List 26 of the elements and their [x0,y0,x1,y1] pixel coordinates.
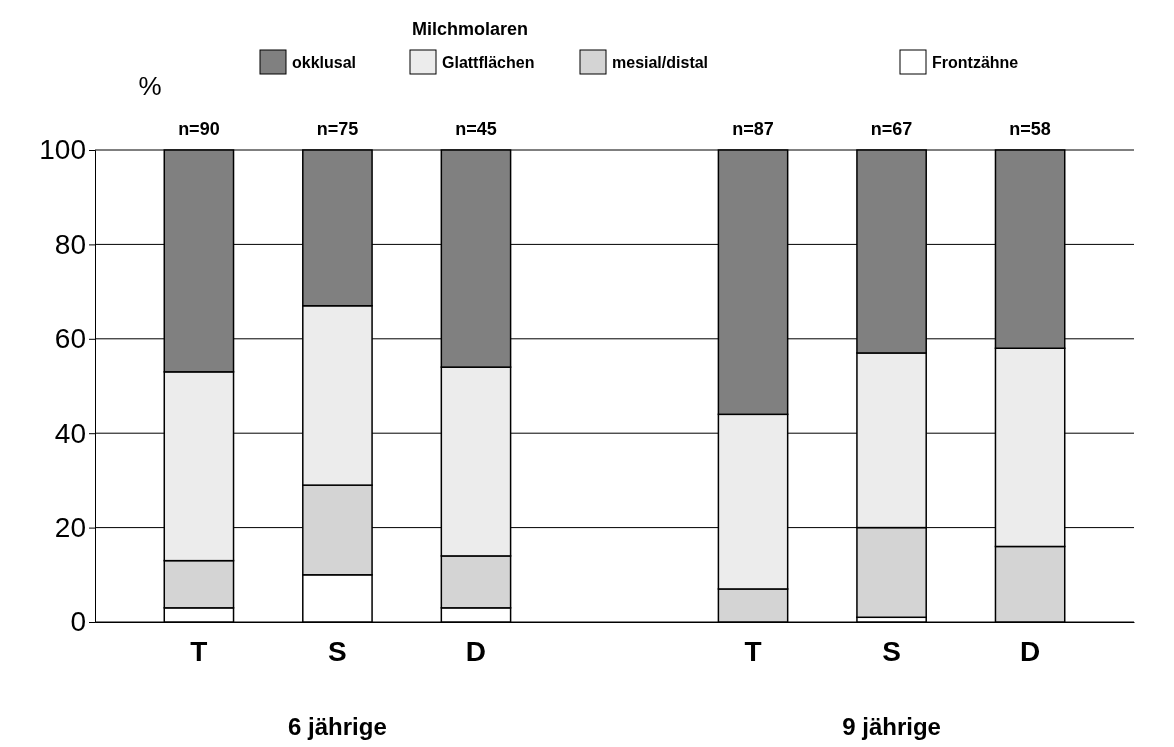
x-tick-label: S [882,636,901,668]
text: n=90 [178,119,220,139]
y-tick-label: 100 [39,134,86,166]
y-axis-title: % [138,71,162,101]
y-tick-label: 20 [54,512,86,544]
text: n=75 [316,119,359,139]
text: n=67 [870,119,913,139]
legend-label: okklusal [292,54,357,71]
text: n=45 [455,119,497,139]
x-tick-label: S [328,636,347,668]
x-tick-label: D [1019,636,1041,668]
legend-label: mesial/distal [612,54,709,71]
text: n=58 [1009,119,1051,139]
x-tick-label: T [744,636,762,668]
legend-label: Frontzähne [932,54,1019,71]
legend-label: Glattflächen [442,54,535,71]
text: n=87 [732,119,774,139]
text: 6 jährige [288,713,387,740]
y-tick-label: 40 [54,417,86,449]
text: 9 jährige [842,713,941,740]
x-tick-label: D [465,636,487,668]
y-tick-label: 60 [54,323,86,355]
y-tick-label: 0 [70,606,86,638]
y-tick-label: 80 [54,228,86,260]
legend-title: Milchmolaren [411,19,529,39]
x-tick-label: T [190,636,208,668]
